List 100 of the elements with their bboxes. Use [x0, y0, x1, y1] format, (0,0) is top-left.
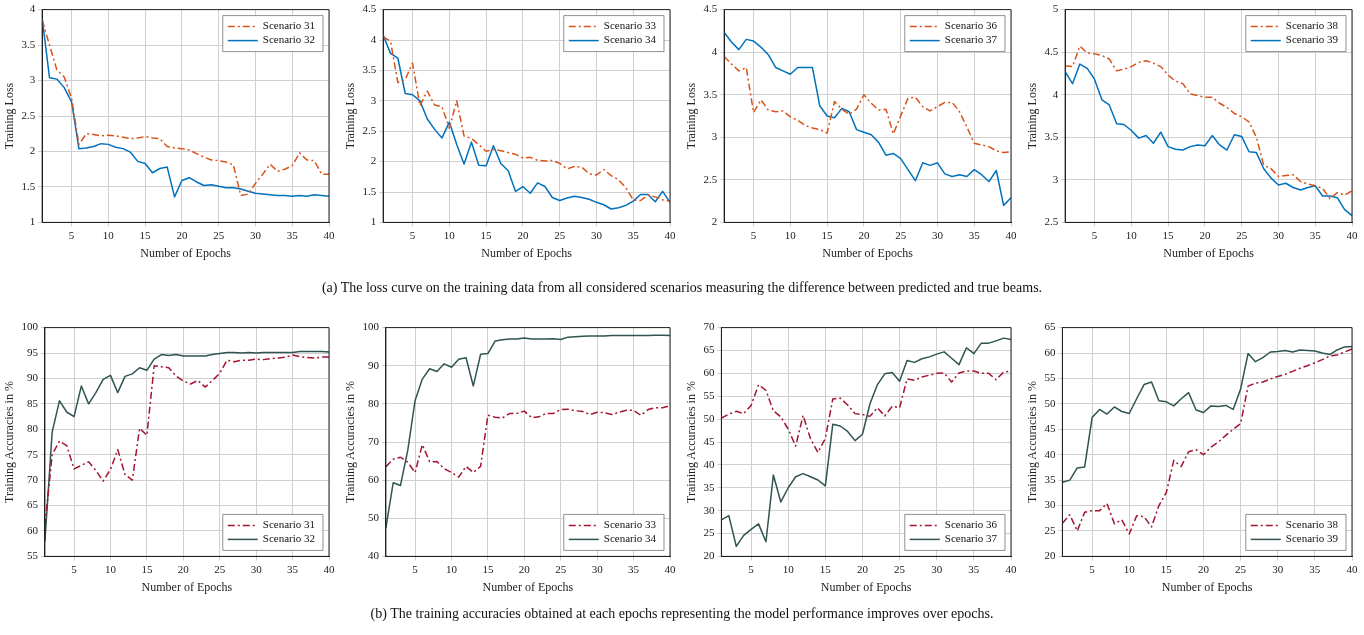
line-series: [385, 405, 670, 478]
y-tick-label: 40: [1044, 447, 1056, 460]
x-tick-label: 40: [1005, 228, 1017, 241]
legend-label: Scenario 32: [262, 532, 315, 545]
legend-label: Scenario 36: [944, 518, 998, 531]
y-tick-label: 2.5: [362, 124, 377, 137]
y-tick-label: 2: [711, 215, 718, 228]
x-tick-label: 10: [445, 562, 458, 575]
x-tick-label: 30: [1272, 562, 1284, 575]
y-tick-label: 4.5: [703, 2, 718, 15]
y-tick-label: 20: [1044, 549, 1056, 562]
x-tick-label: 5: [412, 562, 419, 575]
y-tick-label: 3: [1052, 172, 1059, 185]
x-tick-label: 35: [628, 562, 640, 575]
y-tick-label: 5: [1052, 2, 1059, 15]
x-axis-title: Number of Epochs: [481, 245, 573, 260]
text: (a) The loss curve on the training data from all considered scenarios measuring the difference between predicted and true beams.: [320, 280, 1044, 296]
x-tick-label: 40: [323, 228, 335, 241]
y-tick-label: 2.5: [703, 172, 718, 185]
x-tick-label: 35: [968, 562, 980, 575]
x-tick-label: 10: [102, 228, 115, 241]
y-tick-label: 65: [26, 498, 39, 511]
x-tick-label: 25: [555, 562, 567, 575]
x-tick-label: 15: [819, 562, 832, 575]
y-tick-label: 100: [362, 320, 380, 333]
x-tick-label: 30: [931, 228, 944, 241]
x-axis-title: Number of Epochs: [140, 245, 232, 260]
x-tick-label: 5: [750, 228, 757, 241]
x-tick-label: 10: [1125, 228, 1138, 241]
y-axis-title: Training Accuracies in %: [684, 381, 699, 503]
y-tick-label: 45: [703, 434, 715, 447]
legend-label: Scenario 33: [603, 19, 657, 32]
y-tick-label: 4.5: [362, 2, 377, 15]
x-tick-label: 40: [1005, 562, 1017, 575]
y-tick-label: 3: [29, 73, 36, 86]
x-tick-label: 35: [627, 228, 640, 241]
x-tick-label: 20: [177, 562, 190, 575]
legend-label: Scenario 37: [944, 33, 998, 46]
y-tick-label: 60: [703, 366, 715, 379]
x-tick-label: 30: [591, 562, 604, 575]
x-tick-label: 25: [1235, 562, 1247, 575]
y-tick-label: 3.5: [1044, 130, 1059, 143]
x-tick-label: 20: [856, 562, 869, 575]
y-tick-label: 65: [1044, 320, 1056, 333]
x-tick-label: 15: [1162, 228, 1175, 241]
y-tick-label: 80: [26, 422, 39, 435]
x-tick-label: 30: [250, 562, 263, 575]
x-tick-label: 35: [968, 228, 981, 241]
y-tick-label: 3.5: [362, 63, 377, 76]
y-tick-label: 2.5: [1044, 215, 1059, 228]
legend-label: Scenario 31: [262, 19, 315, 32]
y-tick-label: 3.5: [703, 87, 718, 100]
x-tick-label: 15: [480, 228, 493, 241]
x-tick-label: 15: [1160, 562, 1173, 575]
x-tick-label: 30: [249, 228, 262, 241]
x-axis-title: Number of Epochs: [482, 579, 574, 594]
y-tick-label: 1.5: [21, 179, 36, 192]
x-tick-label: 5: [1089, 562, 1096, 575]
y-tick-label: 70: [26, 473, 39, 486]
y-tick-label: 4: [370, 32, 377, 45]
x-tick-label: 25: [895, 228, 907, 241]
y-tick-label: 55: [26, 549, 39, 562]
x-tick-label: 30: [931, 562, 943, 575]
y-tick-label: 60: [367, 473, 380, 486]
x-axis-title: Number of Epochs: [1161, 579, 1253, 594]
legend-label: Scenario 33: [603, 518, 657, 531]
x-tick-label: 30: [590, 228, 603, 241]
y-axis-title: Training Loss: [1025, 82, 1040, 150]
x-tick-label: 10: [443, 228, 456, 241]
x-tick-label: 25: [213, 228, 225, 241]
x-tick-label: 15: [482, 562, 494, 575]
y-axis-title: Training Loss: [2, 82, 17, 150]
y-tick-label: 65: [703, 343, 715, 356]
y-tick-label: 4: [711, 45, 718, 58]
y-tick-label: 1: [370, 215, 377, 228]
y-tick-label: 90: [26, 371, 39, 384]
x-tick-label: 5: [71, 562, 78, 575]
x-tick-label: 10: [104, 562, 117, 575]
x-tick-label: 20: [517, 228, 529, 241]
x-tick-label: 15: [141, 562, 153, 575]
x-tick-label: 25: [1236, 228, 1248, 241]
x-tick-label: 10: [784, 228, 797, 241]
y-tick-label: 85: [26, 396, 39, 409]
legend-label: Scenario 32: [262, 33, 315, 46]
x-axis-title: Number of Epochs: [820, 579, 912, 594]
y-tick-label: 90: [367, 358, 380, 371]
x-tick-label: 10: [782, 562, 795, 575]
y-tick-label: 50: [1044, 396, 1056, 409]
x-tick-label: 30: [1272, 228, 1285, 241]
x-tick-label: 5: [1091, 228, 1098, 241]
legend-label: Scenario 38: [1285, 518, 1339, 531]
y-tick-label: 2: [29, 144, 36, 157]
y-tick-label: 40: [703, 457, 715, 470]
x-tick-label: 40: [664, 228, 676, 241]
x-tick-label: 35: [287, 562, 299, 575]
y-tick-label: 30: [1044, 498, 1056, 511]
y-tick-label: 50: [703, 412, 715, 425]
y-tick-label: 3: [711, 130, 718, 143]
y-tick-label: 60: [1044, 345, 1056, 358]
legend-label: Scenario 39: [1285, 33, 1339, 46]
